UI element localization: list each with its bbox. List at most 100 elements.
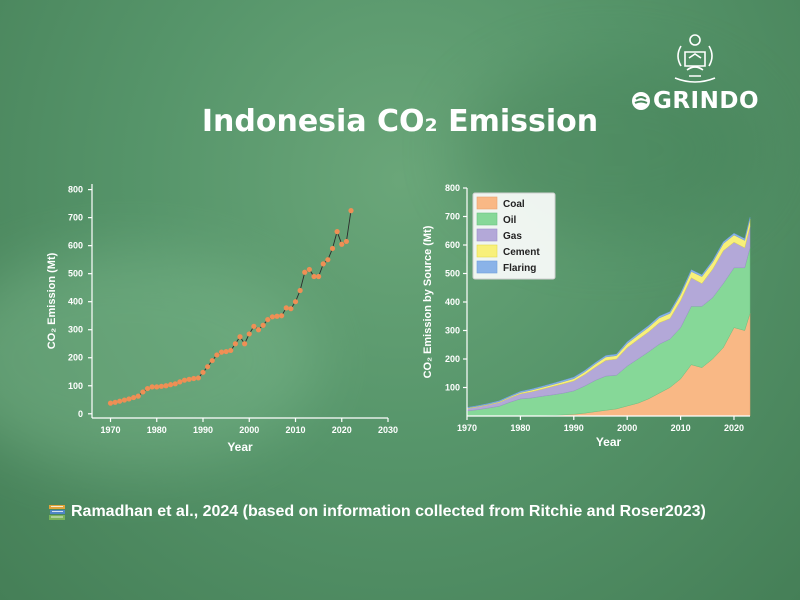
series-line xyxy=(110,210,352,404)
data-point xyxy=(135,393,141,399)
data-point xyxy=(223,348,229,355)
data-point xyxy=(112,399,118,405)
total-emission-chart: 0 100 200 300 400 500 600 700 800 1970 1980 1990 200… xyxy=(40,176,400,466)
y-tick-label: 100 xyxy=(445,383,460,393)
y-tick-label: 0 xyxy=(78,409,83,419)
y-tick-label: 400 xyxy=(68,297,83,307)
x-tick-label: 1980 xyxy=(510,423,530,433)
x-axis-label: Year xyxy=(596,435,622,449)
data-point xyxy=(140,389,146,395)
legend-label: Flaring xyxy=(503,263,536,274)
x-tick-label: 1990 xyxy=(564,423,584,433)
x-tick-label: 1970 xyxy=(457,423,477,433)
legend-swatch xyxy=(476,244,498,258)
y-tick-label: 800 xyxy=(445,183,460,193)
y-tick-label: 300 xyxy=(68,325,83,335)
data-point xyxy=(325,257,331,263)
x-axis-label: Year xyxy=(227,440,253,454)
data-point xyxy=(320,261,326,267)
y-tick-label: 600 xyxy=(68,241,83,251)
data-point xyxy=(177,379,183,385)
data-point xyxy=(181,377,188,383)
data-point xyxy=(144,385,151,392)
area-flaring xyxy=(466,217,751,409)
x-tick-label: 1970 xyxy=(100,425,120,435)
data-point xyxy=(274,313,280,319)
background-blur xyxy=(0,250,320,470)
y-tick-label: 200 xyxy=(445,354,460,364)
data-point xyxy=(316,273,322,280)
data-point xyxy=(149,384,155,390)
grindo-mark-icon xyxy=(631,92,650,110)
legend-swatch xyxy=(476,196,498,210)
data-point xyxy=(121,397,127,403)
data-point xyxy=(329,245,336,252)
citation-text: Ramadhan et al., 2024 (based on informat… xyxy=(71,503,706,520)
legend-label: Oil xyxy=(503,215,517,226)
data-point xyxy=(246,331,252,337)
data-point xyxy=(186,376,192,382)
y-tick-label: 500 xyxy=(445,269,460,279)
data-point xyxy=(343,238,349,245)
data-point xyxy=(191,375,197,382)
data-point xyxy=(251,323,257,329)
data-point xyxy=(131,394,137,401)
data-point xyxy=(279,313,285,319)
data-point xyxy=(348,208,354,214)
emission-by-source-chart: 100 200 300 400 500 600 700 800 1970 1980 1990 2000… xyxy=(415,181,765,471)
total-emission-chart-svg: 0 100 200 300 400 500 600 700 800 1970 1980 1990 200… xyxy=(46,184,398,454)
data-point xyxy=(172,381,178,387)
data-point xyxy=(297,287,303,294)
x-tick-label: 2000 xyxy=(239,425,259,435)
data-point xyxy=(126,396,132,402)
data-point xyxy=(214,352,220,358)
data-point xyxy=(163,383,169,389)
data-point xyxy=(205,364,211,370)
legend-swatch xyxy=(476,228,498,242)
data-point xyxy=(218,349,225,355)
page-title: Indonesia CO₂ Emission xyxy=(201,104,599,139)
x-tick-label: 1990 xyxy=(193,425,213,435)
y-tick-label: 700 xyxy=(445,212,460,222)
data-point xyxy=(117,398,123,404)
x-tick-label: 2020 xyxy=(724,423,744,433)
data-point xyxy=(195,375,201,381)
data-point xyxy=(339,241,345,247)
legend-label: Gas xyxy=(503,231,522,242)
y-tick-label: 400 xyxy=(445,297,460,307)
legend-label: Cement xyxy=(503,247,540,258)
x-tick-label: 2030 xyxy=(378,425,398,435)
data-point xyxy=(302,269,308,275)
data-point xyxy=(242,341,248,347)
books-icon xyxy=(49,504,65,520)
x-tick-label: 2010 xyxy=(285,425,305,435)
legend-label: Coal xyxy=(503,199,525,210)
data-point xyxy=(311,273,317,280)
legend: Coal Oil Gas Cement Flaring xyxy=(472,192,556,280)
data-point xyxy=(269,314,275,320)
data-point xyxy=(107,400,114,406)
y-axis-label: CO₂ Emission (Mt) xyxy=(46,252,58,349)
data-point xyxy=(237,334,243,340)
data-point xyxy=(158,383,164,389)
x-tick-label: 1980 xyxy=(147,425,167,435)
legend-swatch xyxy=(476,212,498,226)
x-tick-label: 2000 xyxy=(617,423,637,433)
emission-by-source-chart-svg: 100 200 300 400 500 600 700 800 1970 1980 1990 2000… xyxy=(422,183,751,449)
data-point xyxy=(288,306,294,312)
y-tick-label: 100 xyxy=(68,381,83,391)
data-point xyxy=(260,322,266,328)
y-tick-label: 800 xyxy=(68,185,83,195)
data-point xyxy=(228,347,234,354)
data-point xyxy=(168,382,174,388)
data-point xyxy=(292,299,299,305)
university-emblem-icon xyxy=(674,34,716,83)
legend-swatch xyxy=(476,260,498,274)
data-point xyxy=(334,229,340,235)
x-tick-label: 2020 xyxy=(332,425,352,435)
data-point xyxy=(306,266,312,273)
y-tick-label: 200 xyxy=(68,353,83,363)
y-axis-label: CO₂ Emission by Source (Mt) xyxy=(422,225,434,378)
x-tick-label: 2010 xyxy=(671,423,691,433)
brand-label: GRINDO xyxy=(652,88,760,114)
